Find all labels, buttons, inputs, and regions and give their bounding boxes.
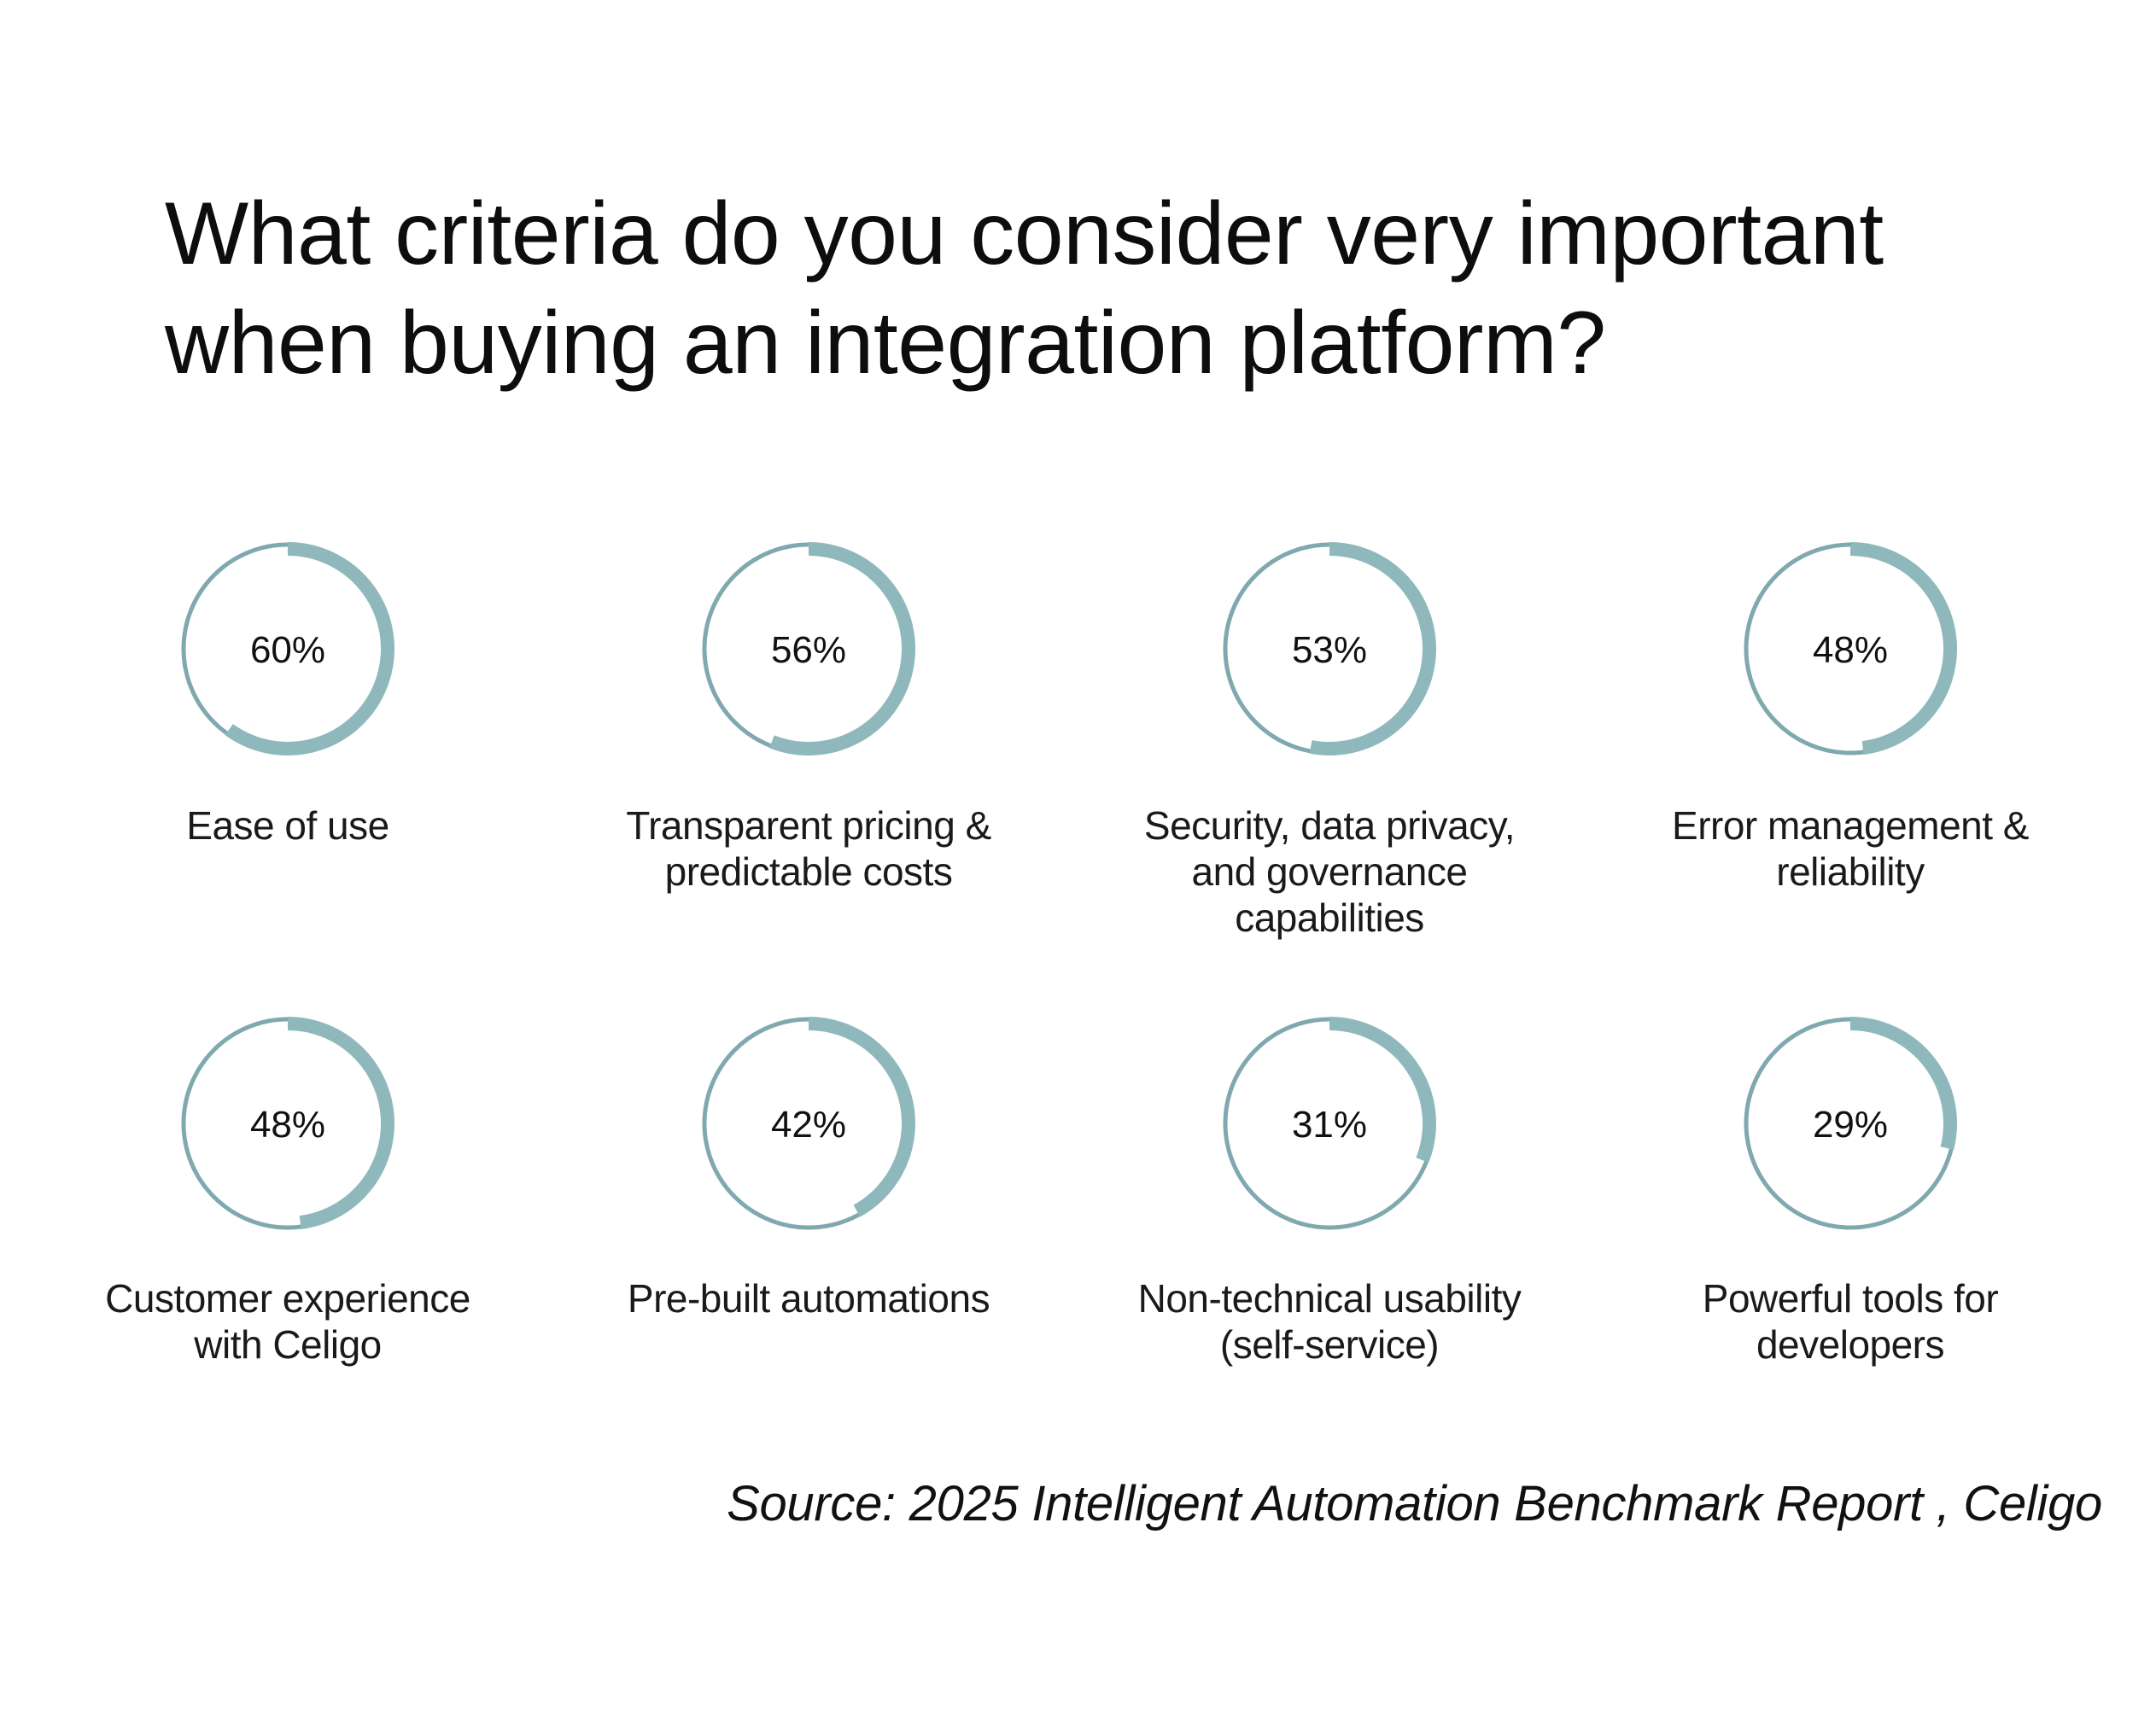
- donut-4-category-label-line: reliability: [1776, 849, 1925, 894]
- donut-2-category-label: Transparent pricing & predictable costs: [570, 802, 1048, 895]
- donut-6: 42%: [702, 1017, 915, 1230]
- donut-3-category-label-line: Security, data privacy,: [1143, 803, 1516, 848]
- donut-2-category-label-line: Transparent pricing &: [626, 803, 991, 848]
- donut-8-category-label-line: Powerful tools for: [1702, 1276, 1999, 1321]
- donut-3: 53%: [1223, 542, 1436, 755]
- donut-3-category-label-line: and governance: [1191, 849, 1468, 894]
- donut-7-category-label-line: Non-technical usability: [1137, 1276, 1522, 1321]
- donut-3-category-label-line: capabilities: [1235, 895, 1424, 940]
- donut-6-category-label-line: Pre-built automations: [627, 1276, 990, 1321]
- donut-3-value-arc: [1309, 542, 1436, 755]
- donut-6-value-arc: [808, 1017, 915, 1217]
- donut-8-percent-label: 29%: [1813, 1104, 1888, 1146]
- donut-5: 48%: [181, 1017, 395, 1230]
- donut-7-percent-label: 31%: [1292, 1104, 1367, 1146]
- donut-3-category-label: Security, data privacy, and governance cap…: [1090, 802, 1569, 941]
- donut-6-category-label: Pre-built automations: [570, 1275, 1048, 1321]
- donut-5-percent-label: 48%: [250, 1104, 325, 1146]
- donut-5-category-label-line: with Celigo: [194, 1322, 382, 1367]
- donut-8-category-label: Powerful tools for developers: [1611, 1275, 2089, 1368]
- donut-8-value-arc: [1849, 1017, 1957, 1151]
- donut-2-percent-label: 56%: [771, 629, 846, 671]
- donut-7-value-arc: [1329, 1017, 1436, 1164]
- donut-7-category-label: Non-technical usability (self-service): [1090, 1275, 1569, 1368]
- donut-6-percent-label: 42%: [771, 1104, 846, 1146]
- donut-1: 60%: [181, 542, 394, 755]
- source-note: Source: 2025 Intelligent Automation Benc…: [727, 1476, 2102, 1531]
- donut-1-category-label-line: Ease of use: [186, 803, 389, 848]
- donut-2-category-label-line: predictable costs: [664, 849, 953, 894]
- donut-8-category-label-line: developers: [1756, 1322, 1945, 1367]
- donut-2-value-arc: [768, 542, 915, 755]
- donut-4-category-label: Error management & reliability: [1611, 802, 2089, 895]
- donut-7: 31%: [1223, 1017, 1436, 1230]
- donut-1-value-arc: [225, 542, 394, 755]
- donut-1-percent-label: 60%: [250, 629, 325, 671]
- donut-1-category-label: Ease of use: [49, 802, 527, 849]
- chart-title-line-2: when buying an integration platform?: [165, 294, 1606, 393]
- donut-5-category-label: Customer experience with Celigo: [49, 1275, 527, 1368]
- chart-title: What criteria do you consider very impor…: [165, 179, 2001, 398]
- donut-4-category-label-line: Error management &: [1672, 803, 2029, 848]
- donut-5-category-label-line: Customer experience: [105, 1276, 470, 1321]
- donut-3-percent-label: 53%: [1292, 629, 1367, 671]
- donut-5-value-arc: [287, 1017, 395, 1230]
- donut-8: 29%: [1744, 1017, 1957, 1230]
- donut-4-percent-label: 48%: [1813, 629, 1888, 671]
- donut-4: 48%: [1744, 542, 1957, 755]
- donut-2: 56%: [702, 542, 915, 755]
- donut-4-value-arc: [1849, 542, 1957, 755]
- chart-title-line-1: What criteria do you consider very impor…: [165, 184, 1884, 283]
- donut-7-category-label-line: (self-service): [1219, 1322, 1440, 1367]
